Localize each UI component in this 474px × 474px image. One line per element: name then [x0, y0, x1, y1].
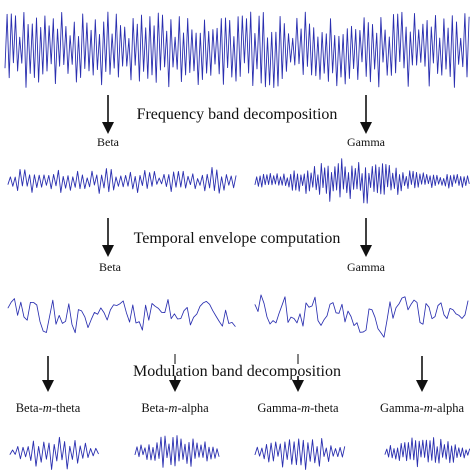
arrowhead-to-gamma-m-alpha	[416, 380, 428, 392]
step-modulation-band-decomposition: Modulation band decomposition	[133, 363, 341, 380]
arrowhead-to-beta-m-theta	[42, 380, 54, 392]
step-frequency-band-decomposition: Frequency band decomposition	[137, 106, 338, 123]
arrowhead-raw-to-gamma	[360, 122, 372, 134]
beta-m-alpha-waveform	[134, 435, 220, 468]
beta-m-theta-waveform	[9, 436, 99, 470]
label-gamma-band: Gamma	[347, 135, 386, 149]
label-gamma-m-alpha: Gamma-m-alpha	[380, 401, 464, 415]
gamma-m-theta-waveform	[254, 438, 346, 470]
gamma-band-waveform	[254, 158, 470, 204]
arrowhead-gamma-to-envelope	[360, 245, 372, 257]
beta-band-waveform	[7, 167, 237, 194]
label-beta-band: Beta	[97, 135, 120, 149]
label-gamma-envelope: Gamma	[347, 260, 386, 274]
gamma-m-alpha-waveform	[384, 437, 471, 468]
beta-envelope-waveform	[7, 298, 236, 334]
label-beta-m-alpha: Beta-m-alpha	[141, 401, 209, 415]
label-beta-envelope: Beta	[99, 260, 122, 274]
arrowhead-raw-to-beta	[102, 122, 114, 134]
gamma-envelope-waveform	[254, 294, 469, 338]
step-temporal-envelope-computation: Temporal envelope computation	[134, 230, 341, 247]
arrowhead-beta-to-envelope	[102, 245, 114, 257]
arrowhead-to-gamma-m-theta	[292, 380, 304, 392]
raw-signal-waveform	[4, 11, 470, 88]
arrowhead-to-beta-m-alpha	[169, 380, 181, 392]
label-gamma-m-theta: Gamma-m-theta	[257, 401, 339, 415]
label-beta-m-theta: Beta-m-theta	[16, 401, 81, 415]
